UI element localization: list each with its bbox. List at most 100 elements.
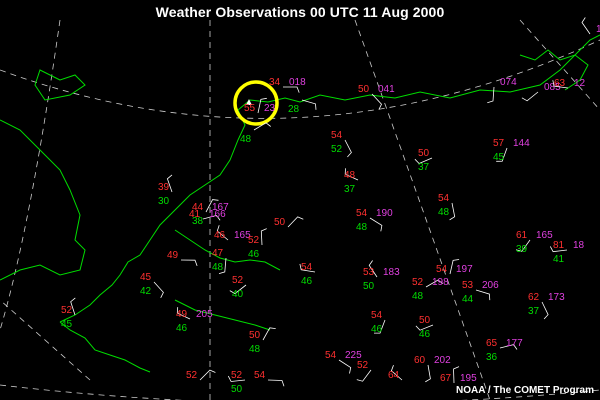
dewpoint-label: 38 xyxy=(192,216,204,227)
temperature-label: 54 xyxy=(438,193,450,204)
temperature-label: 48 xyxy=(344,170,356,181)
wind-barb xyxy=(287,216,304,228)
pressure-label: 198 xyxy=(432,277,449,288)
temperature-label: 54 xyxy=(254,370,266,381)
wind-barb xyxy=(499,344,518,350)
temperature-label: 62 xyxy=(528,292,540,303)
wind-barb xyxy=(283,86,300,93)
wind-barb xyxy=(338,359,352,374)
station-plot: 52 198 48 xyxy=(412,277,449,302)
pressure-label: 197 xyxy=(456,264,473,275)
temperature-label: 52 xyxy=(248,235,260,246)
southeast-coast xyxy=(174,299,271,331)
temperature-label: 49 xyxy=(167,250,179,261)
wind-barb xyxy=(371,93,382,110)
wind-barb xyxy=(344,139,352,158)
alaska-coast xyxy=(59,109,246,323)
wind-barb xyxy=(176,307,191,320)
map-title: Weather Observations 00 UTC 11 Aug 2000 xyxy=(155,4,445,20)
wind-barb xyxy=(299,263,316,273)
temperature-label: 54 xyxy=(325,350,337,361)
wind-barb xyxy=(216,225,229,241)
latitude-line xyxy=(0,39,600,119)
wind-barb xyxy=(229,284,247,295)
wind-barb xyxy=(552,80,569,89)
temperature-label: 34 xyxy=(269,77,281,88)
longitude-line xyxy=(0,19,61,331)
pressure-label: 165 xyxy=(536,230,553,241)
pressure-label: 074 xyxy=(500,77,517,88)
station-plot: 28 xyxy=(288,99,317,115)
wind-barb xyxy=(199,369,216,381)
temperature-label: 52 xyxy=(61,305,73,316)
arctic-coast xyxy=(237,34,600,111)
pressure-label: 23 xyxy=(264,103,276,114)
pressure-label: 177 xyxy=(506,338,523,349)
dewpoint-label: 48 xyxy=(240,134,252,145)
temperature-label: 52 xyxy=(231,370,243,381)
temperature-label: 54 xyxy=(331,130,343,141)
station-plot: 49 xyxy=(167,250,198,267)
temperature-label: 64 xyxy=(388,370,400,381)
station-plot: 50 041 xyxy=(358,84,395,110)
wind-barb xyxy=(521,91,539,102)
dewpoint-label: 46 xyxy=(371,324,383,335)
wind-barb xyxy=(153,281,164,298)
wind-barb xyxy=(515,239,531,252)
temperature-label: 45 xyxy=(140,272,152,283)
longitude-line xyxy=(519,19,600,111)
temperature-label: 50 xyxy=(358,84,370,95)
station-plot: 44 167 38 xyxy=(192,199,229,227)
pressure-label: 166 xyxy=(209,209,226,220)
pressure-label: 144 xyxy=(513,138,530,149)
station-plot: 64 xyxy=(388,365,403,381)
wind-barb xyxy=(390,365,403,381)
pressure-label: 085 xyxy=(544,82,561,93)
temperature-label: 57 xyxy=(493,138,505,149)
temperature-label: 54 xyxy=(301,262,313,273)
pressure-label: 167 xyxy=(212,202,229,213)
greenland-coast xyxy=(34,69,86,101)
wind-barb xyxy=(262,327,276,341)
dewpoint-label: 46 xyxy=(419,329,431,340)
highlight-circle xyxy=(233,80,279,126)
pressure-label: 183 xyxy=(383,267,400,278)
wind-barb xyxy=(414,157,433,164)
dewpoint-label: 28 xyxy=(288,104,300,115)
station-plot: 62 173 37 xyxy=(528,292,565,320)
dewpoint-label: 46 xyxy=(176,323,188,334)
dewpoint-label: 48 xyxy=(438,207,450,218)
dewpoint-label: 48 xyxy=(412,291,424,302)
temperature-label: 60 xyxy=(414,355,426,366)
dewpoint-label: 46 xyxy=(301,276,313,287)
wind-barb xyxy=(449,202,456,221)
pressure-label: 165 xyxy=(234,230,251,241)
graticule xyxy=(0,19,600,400)
wind-barb xyxy=(344,168,359,181)
station-plot: 53 183 50 xyxy=(363,260,400,292)
pressure-label: 206 xyxy=(482,280,499,291)
wind-barb xyxy=(449,259,460,275)
wind-barb xyxy=(257,97,267,114)
dewpoint-label: 40 xyxy=(232,289,244,300)
dewpoint-label: 45 xyxy=(61,319,73,330)
station-plot: 52 xyxy=(356,360,372,382)
wind-barb xyxy=(253,122,271,131)
temperature-label: 63 xyxy=(554,78,566,89)
temperature-label: 53 xyxy=(462,280,474,291)
station-plot: 50 xyxy=(274,216,304,228)
temperature-label: 54 xyxy=(356,208,368,219)
wind-barb xyxy=(202,214,221,221)
wind-barb xyxy=(581,17,591,35)
wind-barb xyxy=(541,301,549,320)
dewpoint-label: 37 xyxy=(344,184,356,195)
